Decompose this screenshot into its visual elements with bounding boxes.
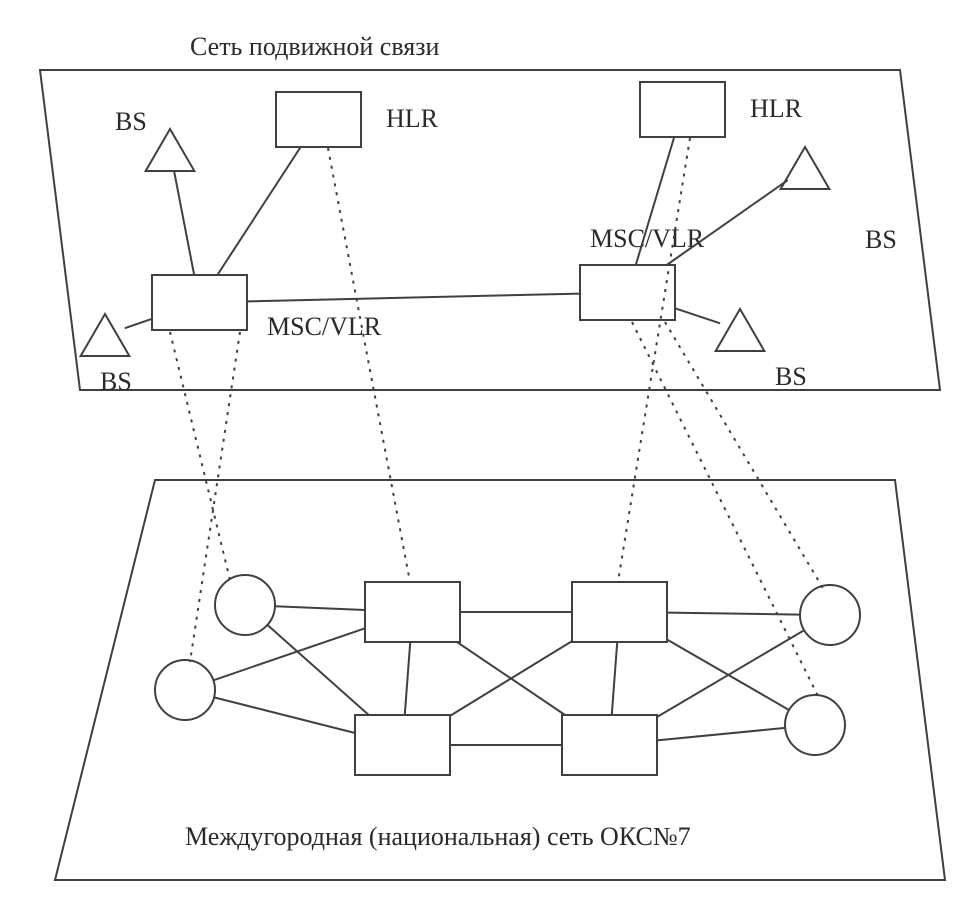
- network-diagram: Сеть подвижной связи Междугородная (нацио…: [0, 0, 976, 902]
- node-br3: [355, 715, 450, 775]
- label-bs4_tri: BS: [775, 362, 807, 391]
- top-plane-title: Сеть подвижной связи: [190, 32, 439, 61]
- label-hlr2_box: HLR: [750, 94, 803, 123]
- node-msc1_box: [152, 275, 247, 330]
- label-bs_text_right: BS: [865, 225, 897, 254]
- label-hlr1_box: HLR: [386, 104, 439, 133]
- node-hlr1_box: [276, 92, 361, 147]
- node-bc4: [785, 695, 845, 755]
- node-br1: [365, 582, 460, 642]
- node-msc2_box: [580, 265, 675, 320]
- label-msc1_box: MSC/VLR: [267, 312, 382, 341]
- node-bc1: [215, 575, 275, 635]
- node-hlr2_box: [640, 82, 725, 137]
- label-bs1_tri: BS: [115, 107, 147, 136]
- node-br4: [562, 715, 657, 775]
- node-bc2: [155, 660, 215, 720]
- bottom-plane-title: Междугородная (национальная) сеть ОКС№7: [185, 822, 691, 851]
- node-br2: [572, 582, 667, 642]
- node-bc3: [800, 585, 860, 645]
- label-bs3_tri: BS: [100, 367, 132, 396]
